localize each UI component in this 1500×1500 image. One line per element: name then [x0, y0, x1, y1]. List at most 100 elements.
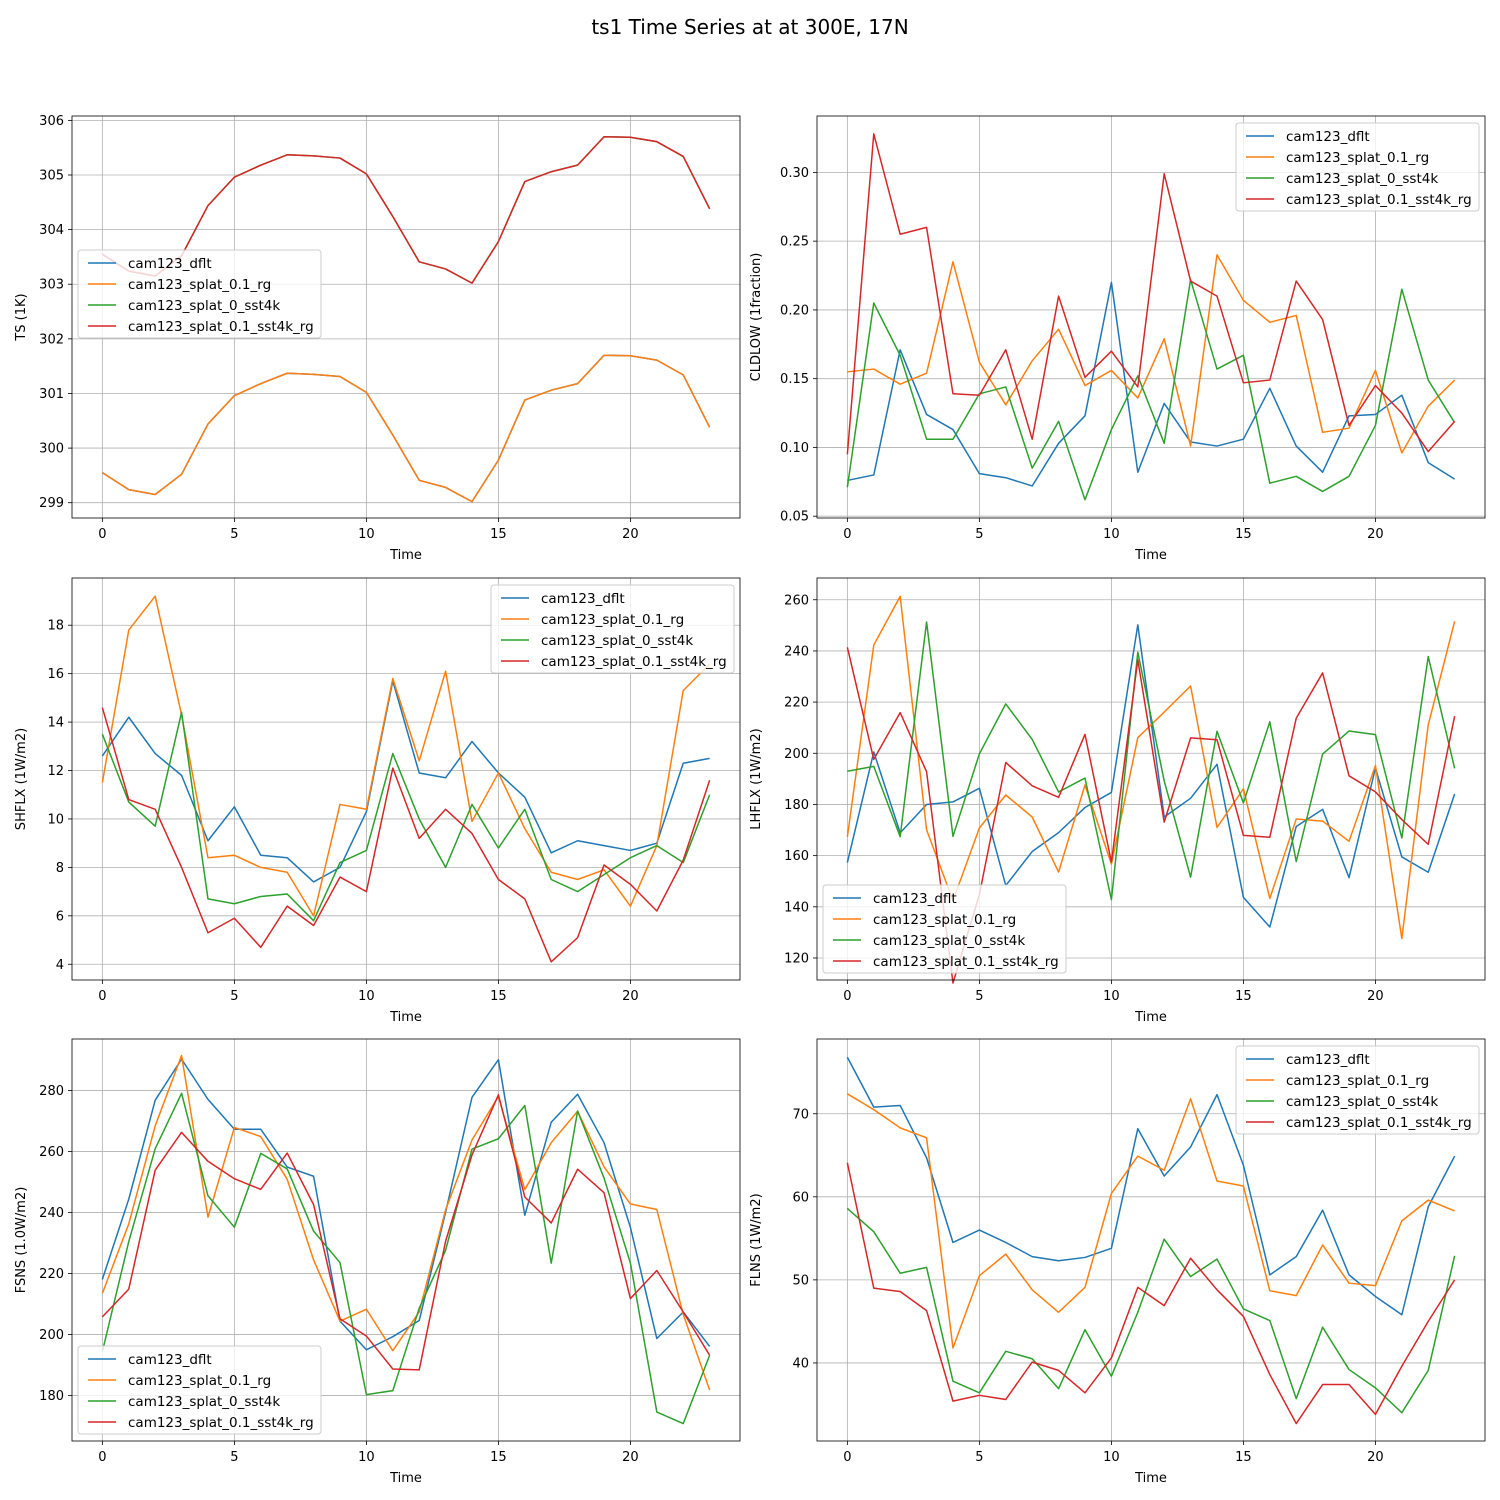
- subplot-2: 0 5 10 15 20 0.05 0.10 0.15 0.20 0.25 0.30 Time CLDL…: [749, 115, 1486, 563]
- y-tick-label: 280: [39, 1084, 64, 1099]
- legend-label: cam123_splat_0.1_sst4k_rg: [1286, 192, 1472, 208]
- y-tick-label: 200: [39, 1328, 64, 1343]
- series-line-cam123_splat_0.1_rg: [101, 1054, 711, 1391]
- legend-label: cam123_dflt: [873, 891, 957, 907]
- x-tick-label: 10: [358, 989, 375, 1004]
- legend-box: [1235, 122, 1480, 212]
- x-tick-label: 0: [843, 989, 851, 1004]
- legend-label: cam123_splat_0.1_rg: [1286, 150, 1429, 166]
- y-tick-label: 12: [47, 764, 64, 779]
- x-tick-label: 0: [98, 1450, 106, 1465]
- x-tick-label: 5: [975, 527, 983, 542]
- y-tick-label: 0.15: [780, 372, 809, 387]
- series-line-cam123_splat_0.1_sst4k_rg: [101, 1094, 711, 1371]
- y-tick-label: 304: [39, 223, 64, 238]
- legend-label: cam123_splat_0.1_rg: [128, 277, 271, 293]
- x-tick-label: 5: [230, 527, 238, 542]
- axes-frame: [816, 115, 1486, 519]
- series-line-cam123_splat_0_sst4k: [101, 1092, 711, 1425]
- y-tick-label: 60: [792, 1190, 809, 1205]
- y-tick-label: 6: [56, 909, 64, 924]
- series-line-cam123_splat_0.1_sst4k_rg: [846, 1162, 1456, 1425]
- series-line-cam123_splat_0_sst4k: [101, 711, 711, 922]
- subplot-4: 0 5 10 15 20 120 140 160 180 200 220 240 260 Time LHFL…: [749, 577, 1486, 1025]
- series-line-cam123_splat_0_sst4k: [846, 278, 1456, 501]
- y-tick-label: 18: [47, 619, 64, 634]
- series-line-cam123_dflt: [846, 1056, 1456, 1316]
- series-line-cam123_splat_0.1_rg: [101, 595, 711, 917]
- x-tick-label: 5: [230, 1450, 238, 1465]
- legend: cam123_dflt cam123_splat_0.1_rg cam123_spl…: [77, 1345, 322, 1435]
- y-tick-label: 8: [56, 861, 64, 876]
- x-tick-label: 0: [843, 1450, 851, 1465]
- y-axis-label: LHFLX (1W/m2): [749, 728, 764, 829]
- legend-label: cam123_dflt: [541, 591, 625, 607]
- x-tick-label: 15: [1235, 989, 1252, 1004]
- legend: cam123_dflt cam123_splat_0.1_rg cam123_spl…: [1235, 1045, 1480, 1135]
- x-axis-label: Time: [389, 548, 422, 563]
- x-tick-label: 0: [98, 527, 106, 542]
- legend-box: [77, 249, 322, 339]
- y-tick-label: 0.20: [780, 303, 809, 318]
- legend-label: cam123_splat_0_sst4k: [128, 1394, 280, 1410]
- series-line-cam123_dflt: [846, 624, 1456, 928]
- legend-label: cam123_splat_0.1_sst4k_rg: [541, 654, 727, 670]
- x-tick-label: 15: [1235, 527, 1252, 542]
- y-tick-label: 0.25: [780, 235, 809, 250]
- x-tick-label: 10: [1103, 989, 1120, 1004]
- y-axis-label: CLDLOW (1fraction): [749, 253, 764, 382]
- x-tick-label: 0: [98, 989, 106, 1004]
- series-line-cam123_splat_0.1_sst4k_rg: [846, 133, 1456, 455]
- x-tick-label: 5: [975, 1450, 983, 1465]
- legend-label: cam123_dflt: [1286, 1052, 1370, 1068]
- legend: cam123_dflt cam123_splat_0.1_rg cam123_spl…: [490, 584, 735, 674]
- legend-label: cam123_splat_0_sst4k: [1286, 171, 1438, 187]
- x-tick-label: 0: [843, 527, 851, 542]
- x-axis-label: Time: [1134, 1471, 1167, 1486]
- x-tick-label: 15: [490, 527, 507, 542]
- legend-label: cam123_splat_0_sst4k: [873, 933, 1025, 949]
- y-tick-label: 260: [39, 1145, 64, 1160]
- y-tick-label: 40: [792, 1356, 809, 1371]
- series-line-cam123_dflt: [101, 354, 711, 503]
- x-tick-label: 15: [1235, 1450, 1252, 1465]
- y-tick-label: 302: [39, 332, 64, 347]
- legend-label: cam123_splat_0.1_sst4k_rg: [873, 954, 1059, 970]
- subplot-3: 0 5 10 15 20 4 6 8 10 12 14 16 18 Time SHFLX (1W/m2) ca…: [14, 577, 741, 1025]
- y-tick-label: 180: [39, 1389, 64, 1404]
- y-axis-label: FLNS (1W/m2): [749, 1193, 764, 1286]
- x-tick-label: 20: [622, 527, 639, 542]
- y-tick-label: 299: [39, 496, 64, 511]
- legend-label: cam123_splat_0.1_rg: [541, 612, 684, 628]
- x-axis-label: Time: [389, 1010, 422, 1025]
- legend-label: cam123_splat_0.1_sst4k_rg: [128, 1415, 314, 1431]
- x-tick-label: 5: [975, 989, 983, 1004]
- legend-label: cam123_splat_0.1_rg: [1286, 1073, 1429, 1089]
- y-tick-label: 140: [784, 900, 809, 915]
- x-axis-label: Time: [389, 1471, 422, 1486]
- legend-label: cam123_dflt: [128, 256, 212, 272]
- legend-box: [822, 884, 1067, 974]
- subplot-1: 0 5 10 15 20 299 300 301 302 303 304 305 306 Time TS (…: [14, 114, 741, 563]
- subplot-5: 0 5 10 15 20 180 200 220 240 260 280 Time FSNS (1.0W…: [14, 1038, 741, 1486]
- axes-frame: [816, 577, 1486, 981]
- y-tick-label: 200: [784, 747, 809, 762]
- y-tick-label: 14: [47, 716, 64, 731]
- subplot-6: 0 5 10 15 20 40 50 60 70 Time FLNS (1W/m2) cam123_d…: [749, 1038, 1486, 1486]
- legend-box: [77, 1345, 322, 1435]
- y-tick-label: 220: [39, 1267, 64, 1282]
- y-tick-label: 301: [39, 387, 64, 402]
- legend-box: [490, 584, 735, 674]
- y-tick-label: 180: [784, 798, 809, 813]
- y-axis-label: SHFLX (1W/m2): [14, 728, 29, 830]
- y-tick-label: 306: [39, 114, 64, 129]
- y-tick-label: 0.05: [780, 510, 809, 525]
- legend-label: cam123_splat_0.1_sst4k_rg: [1286, 1115, 1472, 1131]
- series-line-cam123_splat_0_sst4k: [846, 1207, 1456, 1414]
- y-tick-label: 70: [792, 1107, 809, 1122]
- y-axis-label: FSNS (1.0W/m2): [14, 1187, 29, 1294]
- x-tick-label: 20: [622, 989, 639, 1004]
- y-tick-label: 0.30: [780, 166, 809, 181]
- legend-label: cam123_splat_0.1_sst4k_rg: [128, 319, 314, 335]
- x-tick-label: 10: [1103, 527, 1120, 542]
